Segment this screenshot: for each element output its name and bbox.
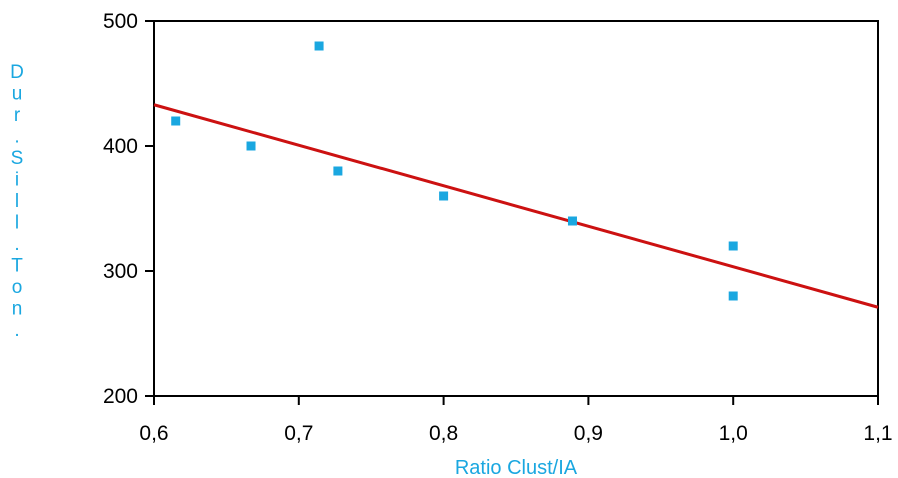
data-points bbox=[171, 41, 738, 301]
data-point bbox=[728, 291, 738, 301]
y-axis-title-char: T bbox=[11, 256, 23, 277]
y-axis-title-char: S bbox=[11, 148, 24, 169]
trendline bbox=[153, 103, 879, 309]
trendline-layer bbox=[153, 103, 879, 309]
y-axis-title-char: . bbox=[14, 127, 19, 148]
data-point bbox=[439, 191, 449, 201]
y-axis-title-char: n bbox=[12, 299, 23, 320]
x-tick-label: 0,7 bbox=[284, 422, 313, 445]
data-point bbox=[728, 241, 738, 251]
y-tick-label: 300 bbox=[103, 260, 138, 283]
y-axis-title-char: l bbox=[15, 213, 19, 234]
y-axis-title-char: u bbox=[12, 84, 23, 105]
y-tick-label: 500 bbox=[103, 10, 138, 33]
data-point bbox=[171, 116, 181, 126]
y-axis-title-char: o bbox=[12, 277, 23, 298]
plot-frame bbox=[153, 20, 879, 397]
data-point bbox=[314, 41, 324, 51]
y-axis-title-char: i bbox=[15, 170, 19, 191]
data-point bbox=[246, 141, 256, 151]
x-tick-label: 1,1 bbox=[863, 422, 892, 445]
x-tick-label: 0,8 bbox=[429, 422, 458, 445]
y-axis-title-char: . bbox=[14, 320, 19, 341]
y-tick-label: 200 bbox=[103, 385, 138, 408]
x-tick-label: 1,0 bbox=[719, 422, 748, 445]
y-axis-title-char: . bbox=[14, 234, 19, 255]
x-tick-labels: 0,6 0,7 0,8 0,9 1,0 1,1 bbox=[139, 422, 892, 445]
x-tick-label: 0,6 bbox=[139, 422, 168, 445]
data-point bbox=[333, 166, 343, 176]
y-axis-title-char: l bbox=[15, 191, 19, 212]
x-axis-title: Ratio Clust/IA bbox=[455, 457, 578, 478]
x-tick-label: 0,9 bbox=[574, 422, 603, 445]
y-tick-label: 400 bbox=[103, 135, 138, 158]
y-axis-title-char: r bbox=[14, 105, 21, 126]
y-axis-title-char: D bbox=[10, 62, 24, 83]
y-tick-labels: 200 300 400 500 bbox=[103, 10, 138, 408]
axis-ticks bbox=[145, 20, 879, 405]
data-point bbox=[567, 216, 577, 226]
